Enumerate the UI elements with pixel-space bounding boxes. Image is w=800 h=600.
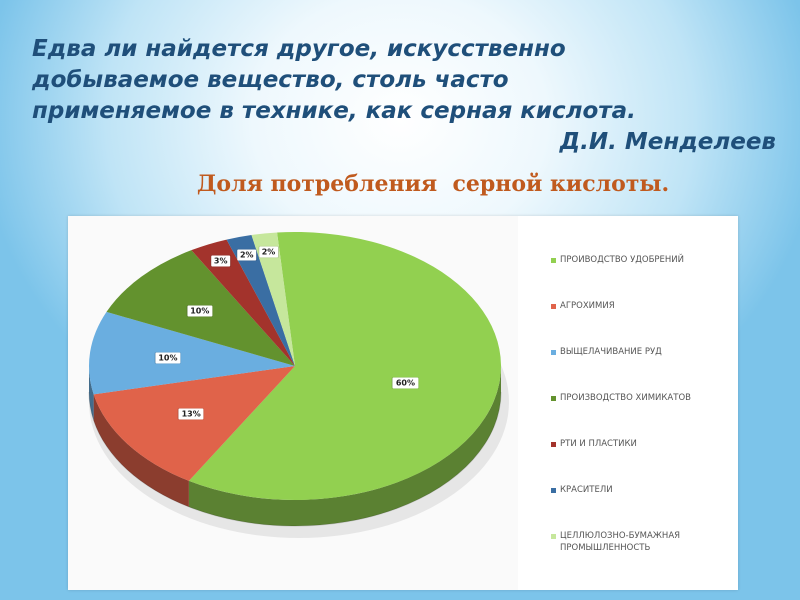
pie-slice-side: [89, 366, 94, 421]
legend-label: ПРОИВОДСТВО УДОБРЕНИЙ: [560, 255, 685, 265]
chart-panel: 60% 13% 10% 10% 3% 2% 2% ПРОИВОДСТВО УДОБРЕНИЙ…: [68, 216, 738, 590]
pie-slice: [93, 366, 295, 481]
legend-item: ПРОИЗВОДСТВО ХИМИКАТОВ: [551, 392, 730, 404]
legend-item: АГРОХИМИЯ: [551, 300, 730, 312]
legend-item: ПРОИВОДСТВО УДОБРЕНИЙ: [551, 254, 730, 266]
pie-slice: [89, 311, 296, 395]
legend-label: КРАСИТЕЛИ: [560, 485, 613, 495]
pie-slice-side: [188, 366, 501, 526]
pie-rim: [88, 391, 502, 527]
quote-author: Д.И. Менделеев: [559, 129, 776, 155]
pie-data-label: 60%: [392, 377, 418, 389]
slide-subtitle: Доля потребления серной кислоты.: [196, 171, 670, 197]
quote-line: Едва ли найдется другое, искусственно: [32, 36, 566, 62]
legend-label: ЦЕЛЛЮЛОЗНО-БУМАЖНАЯ ПРОМЫШЛЕННОСТЬ: [560, 531, 681, 553]
legend-label: РТИ И ПЛАСТИКИ: [560, 439, 637, 449]
pie-depth: [88, 366, 502, 527]
pie-data-label: 2%: [236, 249, 257, 261]
chart-legend: ПРОИВОДСТВО УДОБРЕНИЙ АГРОХИМИЯ ВЫЩЕЛАЧИВА…: [518, 216, 738, 590]
legend-label: ПРОИЗВОДСТВО ХИМИКАТОВ: [560, 393, 691, 403]
pie-slice-side: [93, 394, 189, 507]
pie-slice: [251, 232, 295, 366]
legend-swatch: [551, 258, 556, 263]
legend-item: РТИ И ПЛАСТИКИ: [551, 438, 730, 450]
legend-swatch: [551, 534, 556, 539]
pie-data-label: 13%: [178, 408, 204, 420]
quote: Едва ли найдется другое, искусственно до…: [32, 34, 782, 158]
pie-data-label: 10%: [187, 305, 213, 317]
pie-data-label: 10%: [155, 352, 181, 364]
quote-line: применяемое в технике, как серная кислот…: [32, 98, 636, 124]
pie-slices: [89, 232, 502, 500]
pie-data-label: 3%: [210, 255, 231, 267]
quote-line: добываемое вещество, столь часто: [32, 67, 509, 93]
legend-swatch: [551, 304, 556, 309]
legend-label: АГРОХИМИЯ: [560, 301, 615, 311]
legend-swatch: [551, 350, 556, 355]
legend-swatch: [551, 442, 556, 447]
legend-item: ЦЕЛЛЮЛОЗНО-БУМАЖНАЯ ПРОМЫШЛЕННОСТЬ: [551, 530, 730, 554]
legend-swatch: [551, 396, 556, 401]
pie-slice: [191, 239, 295, 366]
pie-chart: [88, 232, 509, 538]
pie-slice: [226, 235, 295, 366]
legend-item: ВЫЩЕЛАЧИВАНИЕ РУД: [551, 346, 730, 358]
pie-slice: [188, 232, 502, 500]
legend-item: КРАСИТЕЛИ: [551, 484, 730, 496]
pie-data-label: 2%: [258, 246, 279, 258]
legend-label: ВЫЩЕЛАЧИВАНИЕ РУД: [560, 347, 662, 357]
legend-swatch: [551, 488, 556, 493]
